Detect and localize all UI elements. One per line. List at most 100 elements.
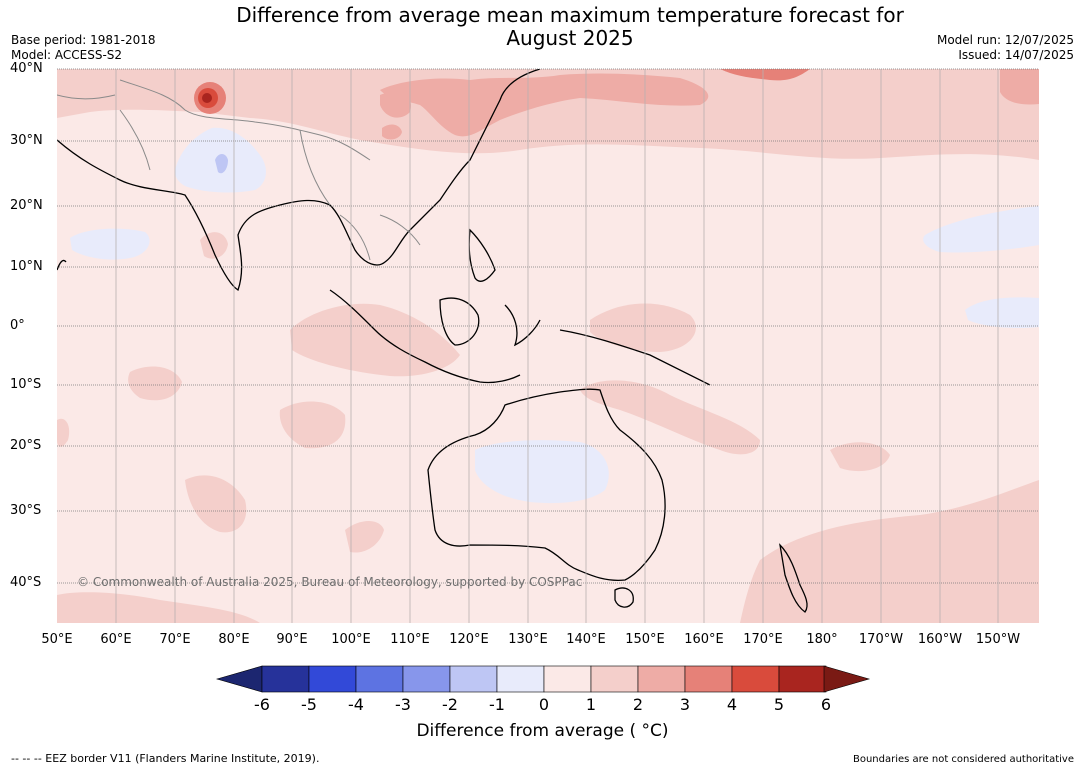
longitude-label: 80°E [218, 632, 250, 647]
longitude-label: 110°E [390, 632, 430, 647]
colorbar-tick-label: 0 [538, 695, 550, 714]
meta-left: Base period: 1981-2018 Model: ACCESS-S2 [11, 33, 156, 63]
longitude-label: 140°E [566, 632, 606, 647]
anomaly-1-to-2-south-indian [185, 475, 247, 533]
colorbar-tick-label: 1 [585, 695, 597, 714]
longitude-label: 180° [806, 632, 838, 647]
country-borders [57, 79, 421, 261]
anomaly-1-to-2-tasman [740, 480, 1039, 623]
colorbar-tick-label: -6 [254, 695, 270, 714]
anomaly-2-to-3-tibet [380, 91, 411, 118]
colorbar-tick-label: 6 [820, 695, 832, 714]
longitude-label: 50°E [41, 632, 73, 647]
australia-coastline [427, 388, 666, 581]
latitude-label: 0° [10, 318, 25, 333]
anomaly-1-to-2-south-spot [345, 521, 384, 553]
colorbar-cell [496, 665, 545, 693]
longitude-label: 150°E [625, 632, 665, 647]
sulawesi-coastline [504, 304, 541, 347]
anomaly-field [57, 69, 1039, 623]
anomaly-1-to-2-southern-ocean [57, 592, 260, 623]
anomaly-1-to-2-coral-sea [580, 380, 760, 455]
colorbar-tick-label: -2 [442, 695, 458, 714]
colorbar-cell [731, 665, 780, 693]
model-text: Model: ACCESS-S2 [11, 48, 123, 62]
anomaly-2-to-3-china [380, 73, 709, 137]
anomaly-1-to-2-png [590, 303, 696, 352]
anomaly-2-to-3-east [1000, 69, 1039, 105]
colorbar-cell [778, 665, 827, 693]
new-zealand-coastline [779, 543, 808, 613]
colorbar-cell [308, 665, 357, 693]
colorbar-tick-label: -1 [489, 695, 505, 714]
map-title-line-2: August 2025 [506, 26, 634, 50]
meta-right: Model run: 12/07/2025 Issued: 14/07/2025 [937, 33, 1074, 63]
latitude-label: 40°S [10, 575, 42, 590]
colorbar-tick-label: -5 [301, 695, 317, 714]
colorbar-title: Difference from average ( °C) [416, 721, 669, 741]
longitude-label: 120°E [449, 632, 489, 647]
anomaly-cool-arabian-sea [70, 228, 150, 260]
base-period-text: Base period: 1981-2018 [11, 33, 156, 47]
model-run-text: Model run: 12/07/2025 [936, 33, 1074, 47]
colorbar-tick-label: 3 [679, 695, 691, 714]
longitude-label: 100°E [331, 632, 371, 647]
border-line [119, 109, 151, 171]
anomaly-1-to-2-srilanka [200, 232, 228, 259]
latitude-label: 30°S [10, 503, 42, 518]
anomaly-cool-pacific-equator [965, 297, 1039, 329]
longitude-label: 70°E [159, 632, 191, 647]
colorbar-cell [637, 665, 686, 693]
anomaly-cool-australia [475, 440, 609, 504]
latitude-label: 20°N [10, 198, 43, 213]
colorbar-cells [261, 665, 827, 693]
graticule [57, 68, 1039, 584]
colorbar-cell [449, 665, 498, 693]
anomaly-2-to-3-spot [382, 124, 402, 140]
meridians [115, 69, 999, 623]
sumatra-java-coastline [329, 289, 521, 384]
anomaly-minus-2-to-minus-1-india [215, 154, 228, 174]
anomaly-hotspot-core [202, 93, 212, 103]
copyright-text: © Commonwealth of Australia 2025, Bureau… [77, 575, 583, 589]
latitude-label: 10°N [10, 259, 43, 274]
longitude-label: 170°W [858, 632, 904, 647]
longitude-label: 60°E [100, 632, 132, 647]
eez-border-note: -- -- -- EEZ border V11 (Flanders Marine… [11, 752, 320, 765]
border-line [299, 129, 331, 206]
colorbar-tick-label: 2 [632, 695, 644, 714]
border-line [379, 214, 421, 246]
longitude-label: 170°E [743, 632, 783, 647]
longitude-label: 160°E [684, 632, 724, 647]
colorbar-cell [402, 665, 451, 693]
border-line [339, 214, 371, 261]
latitude-label: 10°S [10, 377, 42, 392]
colorbar-cell [590, 665, 639, 693]
colorbar-extend-high [823, 665, 871, 693]
anomaly-1-to-2-indian-ocean [128, 366, 182, 401]
colorbar-cell [543, 665, 592, 693]
boundaries-note: Boundaries are not considered authoritat… [852, 754, 1074, 765]
border-line [119, 79, 371, 161]
anomaly-cool-pacific-north [923, 206, 1039, 253]
anomaly-1-to-2-pacific-south [830, 442, 890, 472]
border-line [57, 94, 116, 100]
latitude-label: 40°N [10, 61, 43, 76]
colorbar-tick-label: 5 [773, 695, 785, 714]
anomaly-1-to-2-north [57, 69, 1039, 160]
issued-text: Issued: 14/07/2025 [958, 48, 1074, 62]
anomaly-3-to-4-north [720, 69, 810, 81]
anomaly-1-to-2-west-edge [57, 418, 70, 447]
new-guinea-coastline [559, 329, 711, 386]
borneo-coastline [439, 297, 480, 346]
colorbar-extend-low [215, 665, 263, 693]
latitude-label: 20°S [10, 438, 42, 453]
map-title-line-1: Difference from average mean maximum tem… [236, 3, 904, 27]
longitude-label: 150°W [975, 632, 1021, 647]
longitude-label: 160°W [917, 632, 963, 647]
colorbar [215, 665, 871, 693]
longitude-label: 90°E [276, 632, 308, 647]
africa-horn-coastline [57, 259, 67, 271]
latitude-label: 30°N [10, 133, 43, 148]
